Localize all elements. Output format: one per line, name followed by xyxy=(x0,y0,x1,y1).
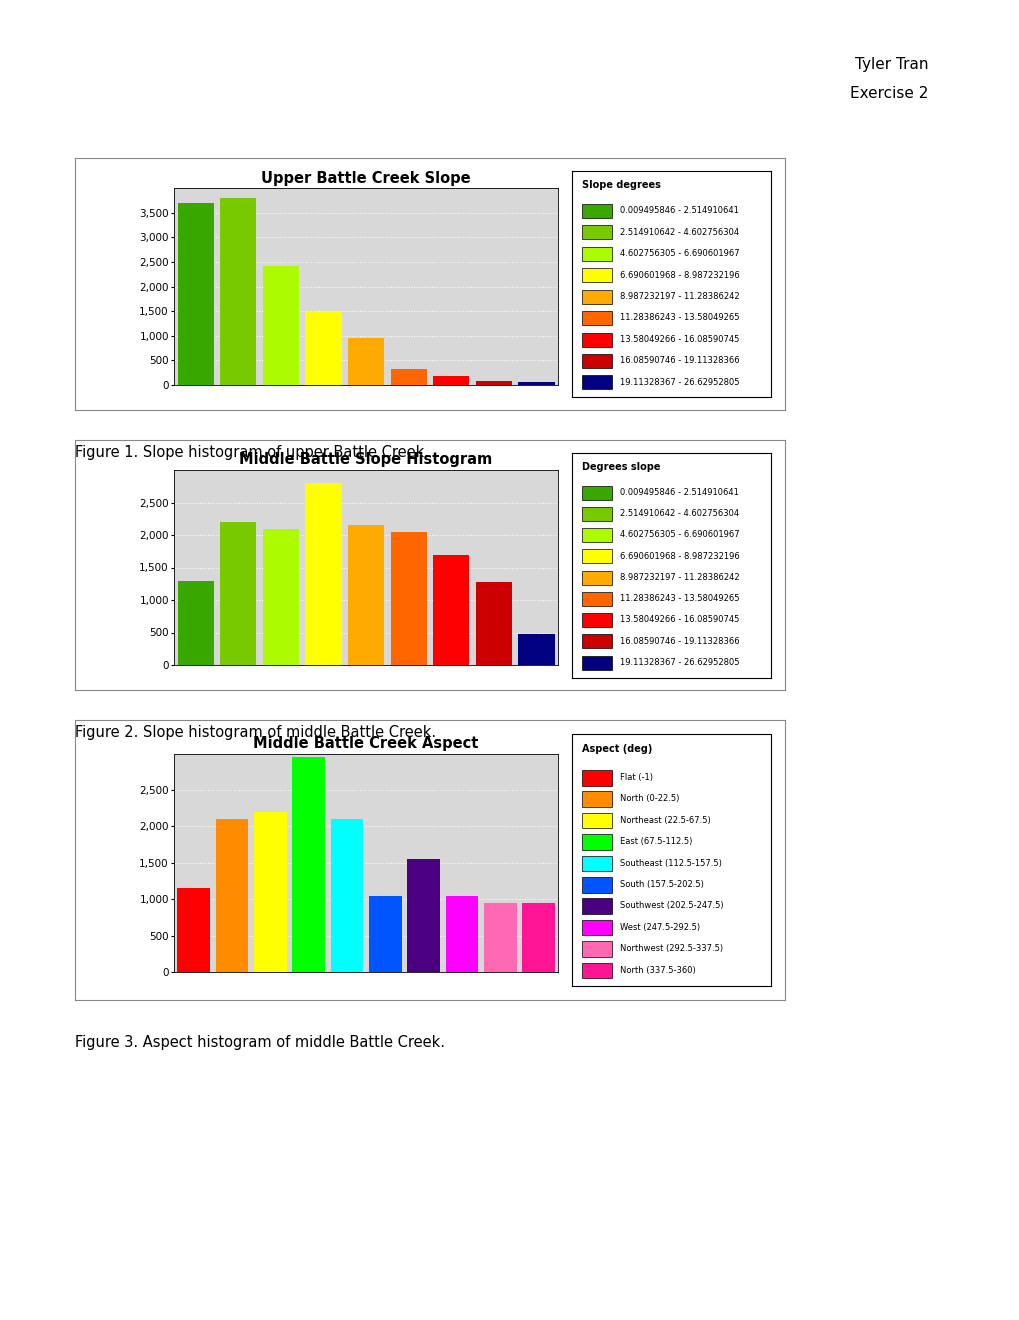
Bar xyxy=(369,895,401,972)
Text: 19.11328367 - 26.62952805: 19.11328367 - 26.62952805 xyxy=(620,657,739,667)
Text: South (157.5-202.5): South (157.5-202.5) xyxy=(620,880,703,890)
Bar xyxy=(582,962,611,978)
Bar xyxy=(220,521,256,665)
Bar xyxy=(433,554,469,665)
Bar xyxy=(220,198,256,385)
Text: 13.58049266 - 16.08590745: 13.58049266 - 16.08590745 xyxy=(620,335,739,343)
Text: Exercise 2: Exercise 2 xyxy=(849,86,927,100)
Text: Southeast (112.5-157.5): Southeast (112.5-157.5) xyxy=(620,858,720,867)
Bar xyxy=(582,635,611,648)
Bar xyxy=(305,483,341,665)
Bar xyxy=(582,591,611,606)
Bar xyxy=(518,383,554,385)
Bar xyxy=(582,354,611,368)
Bar xyxy=(582,375,611,389)
Bar xyxy=(433,376,469,385)
Bar xyxy=(582,920,611,936)
Text: Northeast (22.5-67.5): Northeast (22.5-67.5) xyxy=(620,816,710,825)
Bar xyxy=(215,820,248,972)
Text: 11.28386243 - 13.58049265: 11.28386243 - 13.58049265 xyxy=(620,313,739,322)
Text: 0.009495846 - 2.514910641: 0.009495846 - 2.514910641 xyxy=(620,206,738,215)
Bar xyxy=(475,381,512,385)
Bar xyxy=(263,265,299,385)
Bar xyxy=(582,570,611,585)
Title: Middle Battle Creek Aspect: Middle Battle Creek Aspect xyxy=(253,737,478,751)
Bar xyxy=(177,203,214,385)
Text: Tyler Tran: Tyler Tran xyxy=(854,57,927,71)
Text: 16.08590746 - 19.11328366: 16.08590746 - 19.11328366 xyxy=(620,356,739,366)
Bar xyxy=(582,834,611,850)
Bar xyxy=(407,859,439,972)
Bar xyxy=(582,507,611,521)
Text: North (0-22.5): North (0-22.5) xyxy=(620,795,679,804)
Bar xyxy=(582,855,611,871)
Text: 2.514910642 - 4.602756304: 2.514910642 - 4.602756304 xyxy=(620,228,738,236)
Text: Degrees slope: Degrees slope xyxy=(582,462,659,471)
Bar xyxy=(582,312,611,325)
Text: Figure 2. Slope histogram of middle Battle Creek.: Figure 2. Slope histogram of middle Batt… xyxy=(75,725,436,741)
Text: 4.602756305 - 6.690601967: 4.602756305 - 6.690601967 xyxy=(620,531,739,540)
Bar xyxy=(582,268,611,282)
Bar xyxy=(582,226,611,239)
Bar xyxy=(582,656,611,669)
Bar xyxy=(263,528,299,665)
Bar xyxy=(390,368,426,385)
Bar xyxy=(475,582,512,665)
Text: Figure 3. Aspect histogram of middle Battle Creek.: Figure 3. Aspect histogram of middle Bat… xyxy=(75,1035,444,1049)
Bar xyxy=(347,525,384,665)
Text: Figure 1. Slope histogram of upper Battle Creek.: Figure 1. Slope histogram of upper Battl… xyxy=(75,445,429,459)
Bar xyxy=(582,770,611,785)
Bar xyxy=(330,820,363,972)
Text: Slope degrees: Slope degrees xyxy=(582,180,660,190)
Bar xyxy=(582,289,611,304)
Bar xyxy=(305,312,341,385)
Text: 19.11328367 - 26.62952805: 19.11328367 - 26.62952805 xyxy=(620,378,739,387)
Bar xyxy=(582,205,611,218)
Text: 8.987232197 - 11.28386242: 8.987232197 - 11.28386242 xyxy=(620,573,739,582)
Bar xyxy=(582,612,611,627)
Bar xyxy=(177,888,210,972)
Text: 0.009495846 - 2.514910641: 0.009495846 - 2.514910641 xyxy=(620,488,738,496)
Bar xyxy=(484,903,516,972)
Text: 11.28386243 - 13.58049265: 11.28386243 - 13.58049265 xyxy=(620,594,739,603)
Bar xyxy=(582,876,611,892)
Text: 2.514910642 - 4.602756304: 2.514910642 - 4.602756304 xyxy=(620,510,738,519)
Bar xyxy=(390,532,426,665)
Bar xyxy=(582,247,611,261)
Text: 6.690601968 - 8.987232196: 6.690601968 - 8.987232196 xyxy=(620,552,739,561)
Bar xyxy=(254,812,286,972)
Bar xyxy=(582,813,611,829)
Text: North (337.5-360): North (337.5-360) xyxy=(620,966,695,974)
Text: West (247.5-292.5): West (247.5-292.5) xyxy=(620,923,699,932)
Text: 6.690601968 - 8.987232196: 6.690601968 - 8.987232196 xyxy=(620,271,739,280)
Bar xyxy=(582,528,611,543)
Title: Middle Battle Slope Histogram: Middle Battle Slope Histogram xyxy=(239,453,492,467)
Text: 8.987232197 - 11.28386242: 8.987232197 - 11.28386242 xyxy=(620,292,739,301)
Bar xyxy=(582,941,611,957)
Bar xyxy=(518,634,554,665)
Text: 13.58049266 - 16.08590745: 13.58049266 - 16.08590745 xyxy=(620,615,739,624)
Text: Northwest (292.5-337.5): Northwest (292.5-337.5) xyxy=(620,944,722,953)
Text: Southwest (202.5-247.5): Southwest (202.5-247.5) xyxy=(620,902,722,911)
Text: Flat (-1): Flat (-1) xyxy=(620,774,652,781)
Bar xyxy=(582,899,611,913)
Text: 4.602756305 - 6.690601967: 4.602756305 - 6.690601967 xyxy=(620,249,739,259)
Bar xyxy=(292,758,325,972)
Bar xyxy=(582,549,611,564)
Bar xyxy=(522,903,554,972)
Text: 16.08590746 - 19.11328366: 16.08590746 - 19.11328366 xyxy=(620,636,739,645)
Bar xyxy=(582,486,611,499)
Bar xyxy=(445,895,478,972)
Bar xyxy=(177,581,214,665)
Bar xyxy=(582,333,611,347)
Title: Upper Battle Creek Slope: Upper Battle Creek Slope xyxy=(261,170,471,186)
Text: Aspect (deg): Aspect (deg) xyxy=(582,744,652,754)
Text: East (67.5-112.5): East (67.5-112.5) xyxy=(620,837,692,846)
Bar xyxy=(582,791,611,807)
Bar xyxy=(347,338,384,385)
